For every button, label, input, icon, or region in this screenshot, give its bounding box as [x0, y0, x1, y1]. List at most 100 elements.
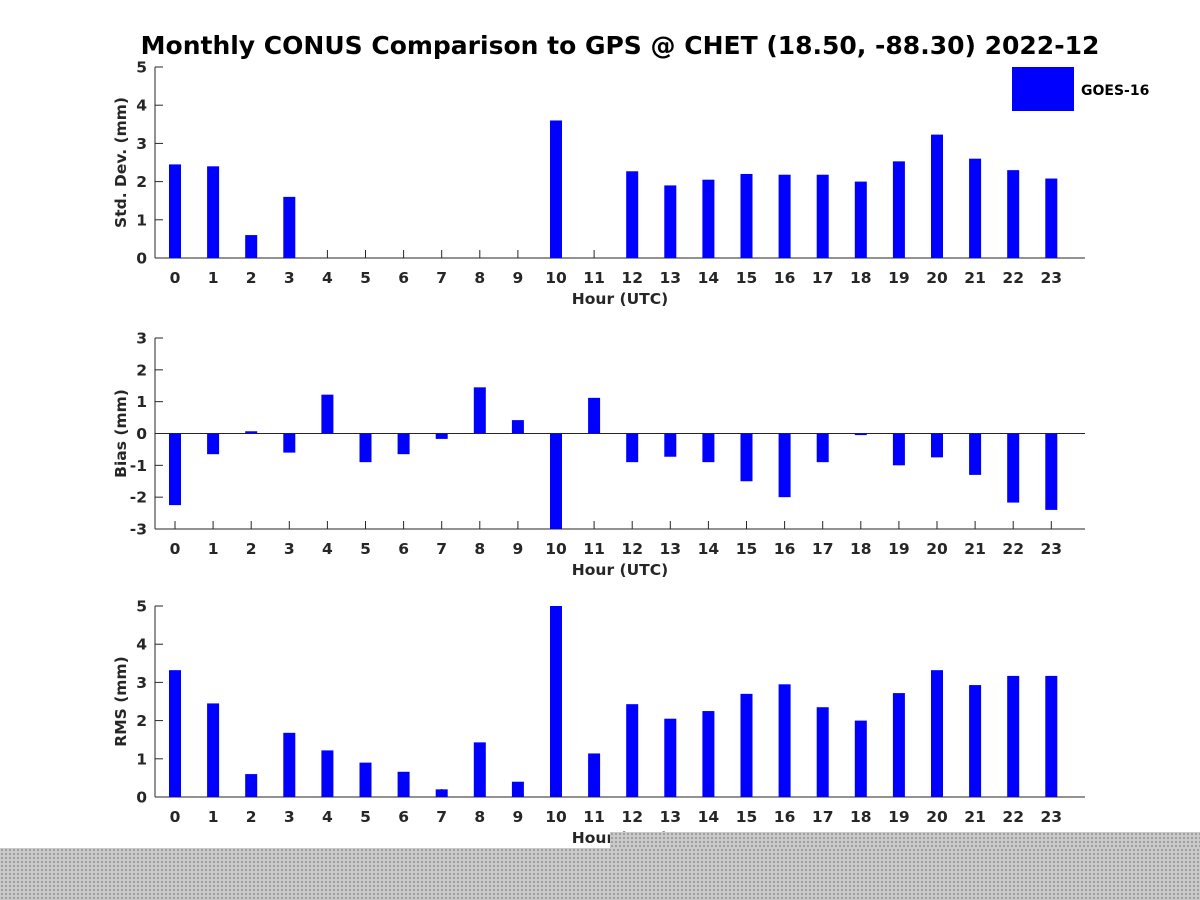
bar [892, 693, 905, 797]
noise-overlay-bottom [0, 848, 1200, 900]
bar [245, 431, 258, 434]
bar [473, 387, 486, 434]
bar [588, 397, 601, 434]
x-tick-label: 0 [170, 269, 181, 287]
bar [664, 433, 677, 457]
x-tick-label: 13 [660, 269, 682, 287]
noise-overlay-step [610, 832, 1200, 849]
bar [702, 179, 715, 258]
bar [435, 789, 448, 797]
x-tick-label: 21 [964, 808, 986, 826]
x-tick-label: 2 [246, 808, 257, 826]
x-tick-label: 9 [513, 808, 524, 826]
x-tick-label: 7 [436, 540, 447, 558]
legend-swatch [1012, 67, 1074, 111]
bar [740, 433, 753, 482]
x-tick-label: 14 [698, 540, 720, 558]
bar [207, 703, 220, 797]
bar [169, 164, 181, 258]
x-tick-label: 18 [850, 540, 872, 558]
bar [931, 134, 943, 258]
bar [740, 173, 753, 258]
x-tick-label: 17 [812, 808, 834, 826]
x-tick-label: 7 [436, 808, 447, 826]
x-axis-label: Hour (UTC) [572, 561, 668, 579]
bar [854, 720, 867, 797]
bar [626, 171, 639, 258]
bar [892, 433, 905, 466]
bar [397, 771, 410, 797]
y-axis-label: Bias (mm) [112, 389, 130, 478]
bar [892, 161, 905, 258]
x-tick-label: 15 [736, 269, 758, 287]
bar [854, 181, 867, 258]
bar [702, 711, 715, 797]
x-tick-label: 16 [774, 269, 796, 287]
y-axis-label: Std. Dev. (mm) [112, 97, 130, 228]
x-tick-label: 6 [398, 269, 409, 287]
x-tick-label: 10 [545, 540, 567, 558]
x-tick-label: 23 [1041, 540, 1063, 558]
x-tick-label: 20 [926, 269, 948, 287]
x-tick-label: 21 [964, 540, 986, 558]
x-tick-label: 19 [888, 540, 910, 558]
x-tick-label: 8 [474, 808, 485, 826]
y-tick-label: 0 [136, 250, 147, 268]
bar [588, 753, 601, 797]
bar [397, 433, 410, 455]
x-tick-label: 4 [322, 540, 333, 558]
bar [626, 433, 639, 463]
y-tick-label: 1 [136, 750, 147, 768]
bar [245, 235, 258, 258]
bar [321, 394, 334, 434]
x-tick-label: 1 [208, 808, 219, 826]
x-tick-label: 3 [284, 269, 295, 287]
bar [169, 433, 181, 506]
bar [1007, 675, 1020, 797]
y-tick-label: -1 [130, 457, 147, 475]
y-tick-label: 4 [136, 636, 147, 654]
bar [664, 718, 677, 797]
x-axis-label: Hour (UTC) [572, 290, 668, 308]
bar [969, 158, 982, 258]
bar [1045, 433, 1058, 510]
bar [473, 742, 486, 797]
x-tick-label: 21 [964, 269, 986, 287]
x-tick-label: 9 [513, 269, 524, 287]
x-tick-label: 1 [208, 540, 219, 558]
bar [969, 433, 982, 475]
bar [778, 174, 791, 258]
x-tick-label: 10 [545, 269, 567, 287]
bar [359, 762, 372, 797]
x-tick-label: 14 [698, 808, 720, 826]
y-tick-label: 4 [136, 97, 147, 115]
x-tick-label: 9 [513, 540, 524, 558]
bar [931, 433, 943, 458]
x-tick-label: 1 [208, 269, 219, 287]
x-tick-label: 2 [246, 540, 257, 558]
bar [1007, 170, 1020, 258]
x-tick-label: 23 [1041, 808, 1063, 826]
x-tick-label: 15 [736, 808, 758, 826]
y-tick-label: 3 [136, 135, 147, 153]
y-tick-label: 5 [136, 598, 147, 616]
bar [359, 433, 372, 463]
y-tick-label: -3 [130, 521, 147, 539]
bar [435, 433, 448, 439]
x-tick-label: 3 [284, 540, 295, 558]
x-tick-label: 12 [621, 808, 643, 826]
bar [207, 166, 220, 258]
x-tick-label: 13 [660, 808, 682, 826]
x-tick-label: 12 [621, 540, 643, 558]
x-tick-label: 13 [660, 540, 682, 558]
bar [511, 420, 524, 434]
x-tick-label: 0 [170, 540, 181, 558]
x-tick-label: 22 [1002, 540, 1024, 558]
x-tick-label: 2 [246, 269, 257, 287]
y-tick-label: 2 [136, 173, 147, 191]
x-tick-label: 22 [1002, 808, 1024, 826]
